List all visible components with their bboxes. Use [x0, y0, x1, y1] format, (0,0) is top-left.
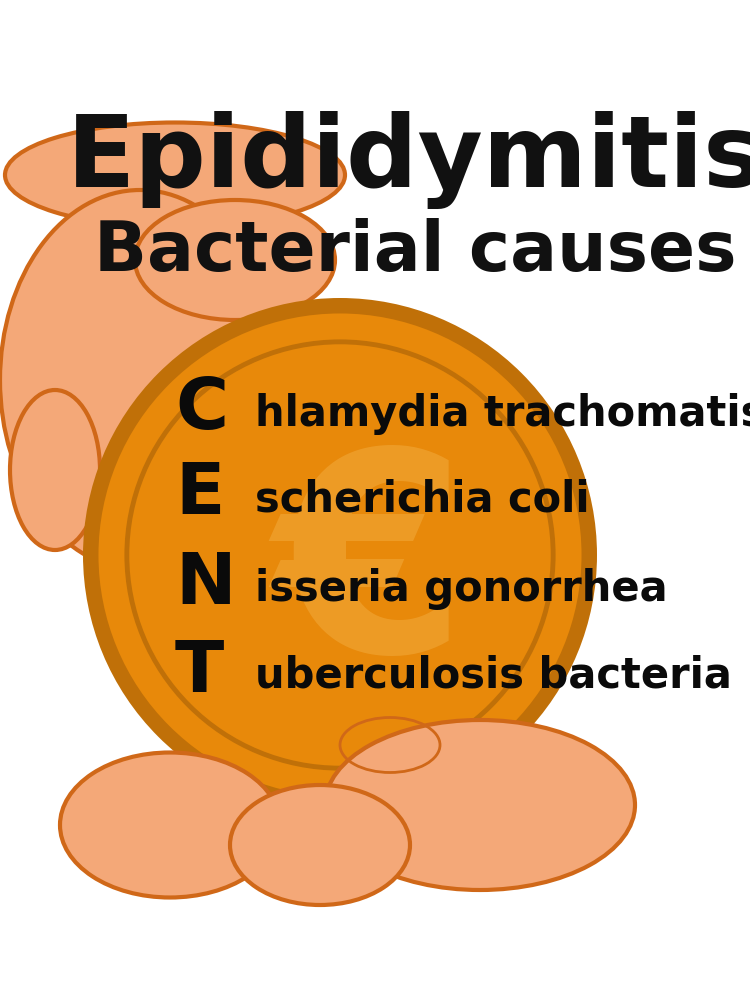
Text: T: T [175, 638, 224, 706]
Ellipse shape [60, 752, 280, 898]
Text: N: N [175, 550, 236, 619]
Text: hlamydia trachomatis: hlamydia trachomatis [255, 393, 750, 435]
Text: isseria gonorrhea: isseria gonorrhea [255, 568, 668, 610]
Text: €: € [273, 440, 466, 710]
Ellipse shape [325, 720, 635, 890]
Text: Bacterial causes: Bacterial causes [94, 219, 736, 286]
Ellipse shape [230, 785, 410, 905]
Text: uberculosis bacteria: uberculosis bacteria [255, 655, 732, 697]
Circle shape [95, 310, 585, 800]
Ellipse shape [0, 190, 280, 570]
Text: E: E [175, 460, 224, 530]
Text: scherichia coli: scherichia coli [255, 478, 590, 520]
Text: Epididymitis: Epididymitis [67, 111, 750, 209]
Ellipse shape [135, 200, 335, 320]
Circle shape [83, 298, 597, 812]
Text: C: C [175, 375, 228, 444]
Ellipse shape [10, 390, 100, 550]
Ellipse shape [5, 122, 345, 228]
